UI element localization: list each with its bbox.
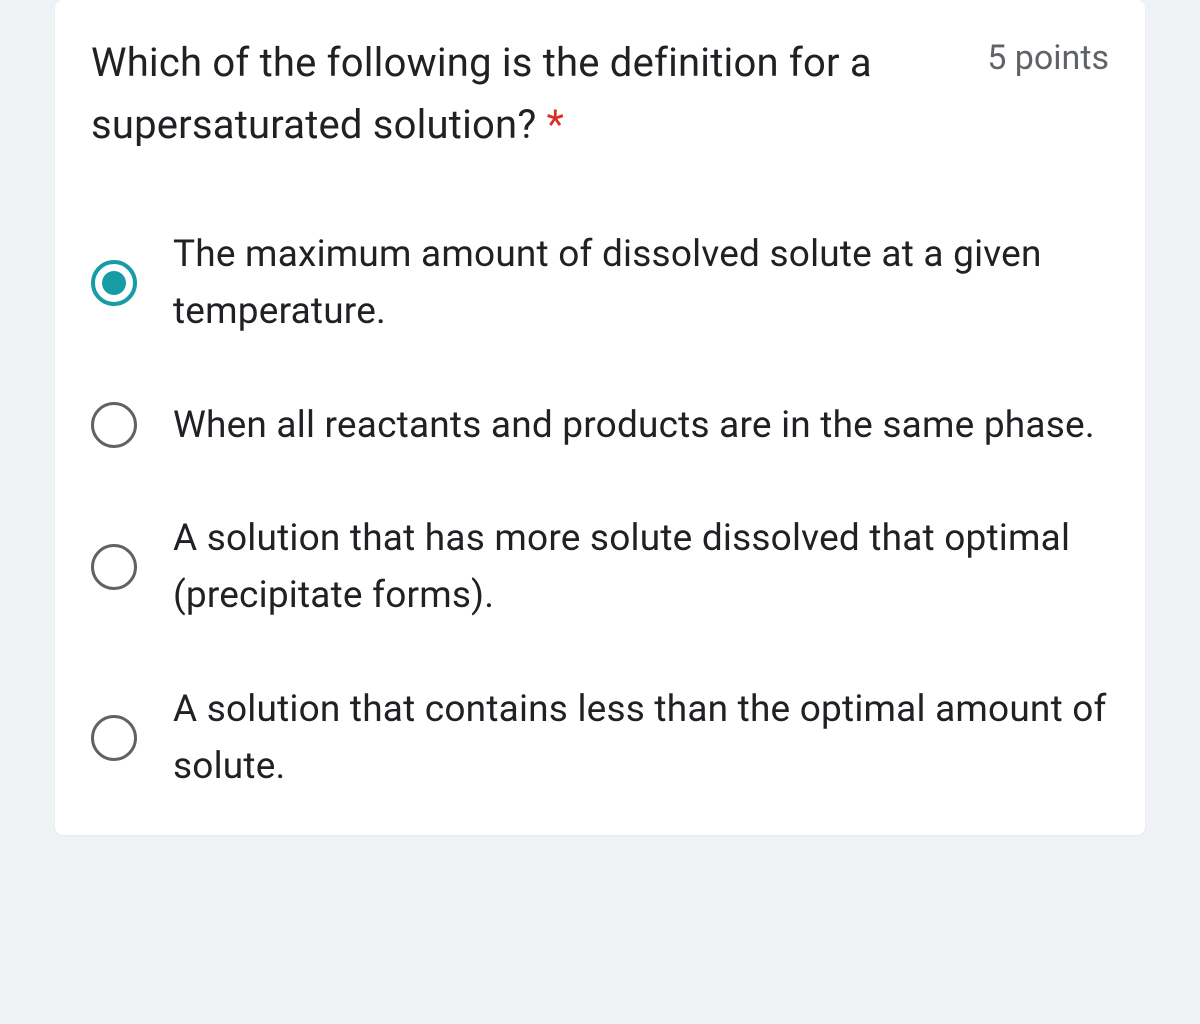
question-text: Which of the following is the definition… xyxy=(91,32,987,156)
radio-button-unselected[interactable] xyxy=(91,402,137,448)
question-card: Which of the following is the definition… xyxy=(55,0,1145,835)
question-header: Which of the following is the definition… xyxy=(91,32,1109,156)
option-row-4[interactable]: A solution that contains less than the o… xyxy=(91,681,1109,796)
option-text-4: A solution that contains less than the o… xyxy=(173,681,1109,796)
option-text-1: The maximum amount of dissolved solute a… xyxy=(173,226,1109,341)
option-row-1[interactable]: The maximum amount of dissolved solute a… xyxy=(91,226,1109,341)
option-text-3: A solution that has more solute dissolve… xyxy=(173,510,1109,625)
required-asterisk: * xyxy=(547,101,564,148)
option-row-3[interactable]: A solution that has more solute dissolve… xyxy=(91,510,1109,625)
question-text-content: Which of the following is the definition… xyxy=(91,39,872,148)
option-row-2[interactable]: When all reactants and products are in t… xyxy=(91,397,1109,454)
options-container: The maximum amount of dissolved solute a… xyxy=(91,226,1109,795)
radio-button-unselected[interactable] xyxy=(91,544,137,590)
radio-button-selected[interactable] xyxy=(91,260,137,306)
points-label: 5 points xyxy=(987,32,1109,78)
radio-button-unselected[interactable] xyxy=(91,715,137,761)
option-text-2: When all reactants and products are in t… xyxy=(173,397,1095,454)
